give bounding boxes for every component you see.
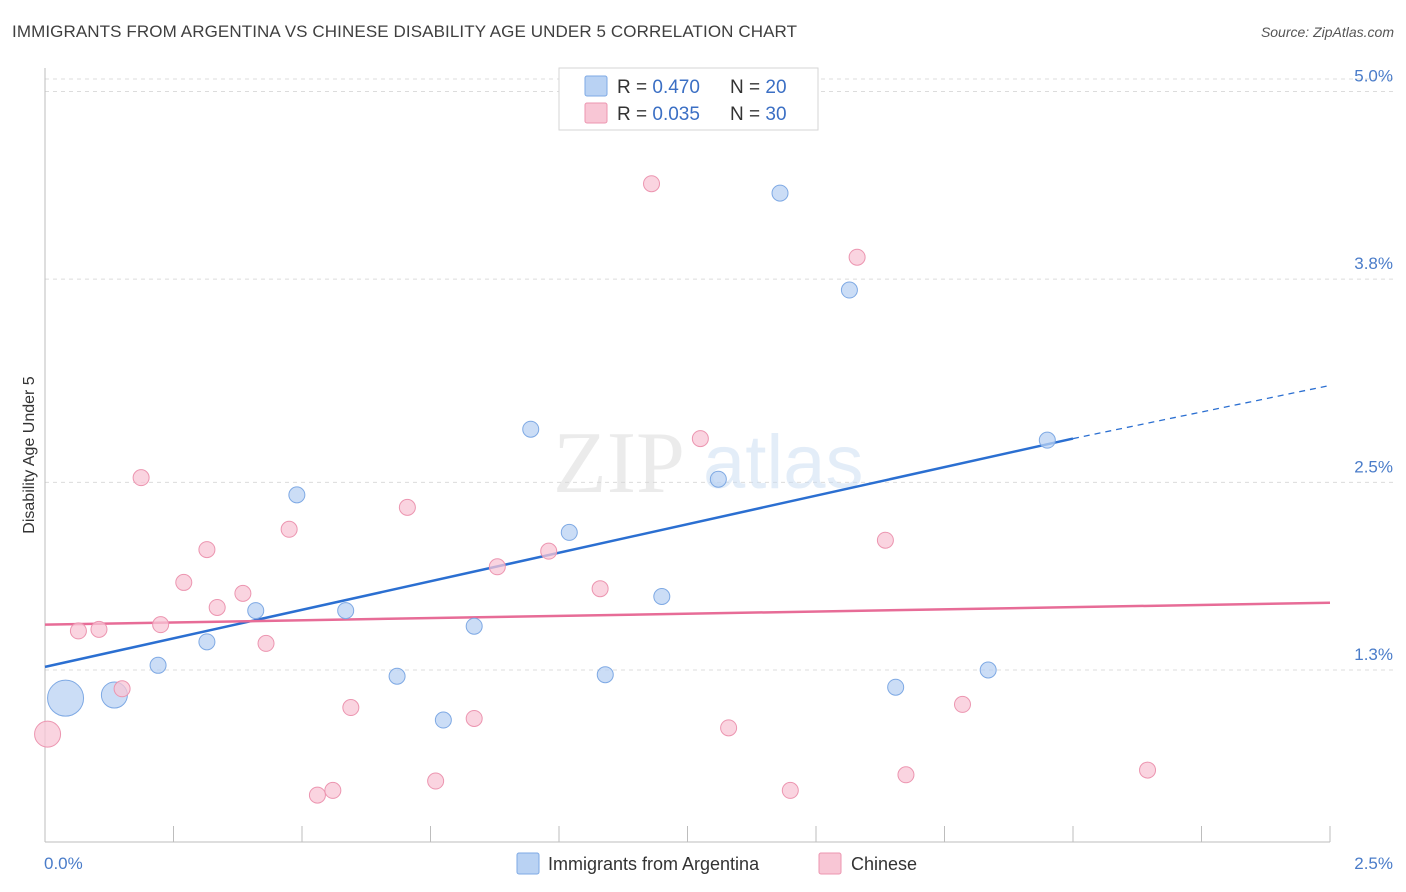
- legend-r-label-argentina: R =: [617, 77, 652, 98]
- point-chinese: [876, 531, 894, 549]
- point-argentina: [560, 523, 578, 541]
- series-legend-label-chinese[interactable]: Chinese: [851, 854, 917, 874]
- point-chinese: [234, 584, 252, 602]
- point-argentina: [596, 666, 614, 684]
- x-axis-ticks: [173, 826, 1331, 842]
- legend-n-label-argentina: N =: [730, 77, 765, 98]
- legend-swatch-argentina: [584, 75, 608, 97]
- trend-line-chinese: [44, 601, 1331, 626]
- point-argentina: [653, 588, 671, 606]
- point-argentina: [288, 486, 306, 504]
- y-axis-tick-labels: 1.3% 2.5% 3.8% 5.0%: [1354, 66, 1393, 664]
- point-argentina: [247, 602, 265, 620]
- watermark-atlas: atlas: [703, 420, 864, 505]
- point-argentina: [198, 633, 216, 651]
- legend-swatch-chinese: [584, 102, 608, 124]
- point-chinese: [152, 616, 170, 634]
- point-chinese: [953, 695, 971, 713]
- y-tick-label: 1.3%: [1354, 645, 1393, 664]
- data-points: [34, 175, 1157, 804]
- series-legend-label-argentina[interactable]: Immigrants from Argentina: [548, 854, 760, 874]
- point-chinese: [34, 720, 62, 748]
- point-chinese: [488, 558, 506, 576]
- point-chinese: [720, 719, 738, 737]
- point-argentina: [388, 667, 406, 685]
- point-argentina: [337, 602, 355, 620]
- source-credit: Source: ZipAtlas.com: [1260, 24, 1394, 40]
- legend-row-argentina: R = 0.470 N = 20: [617, 77, 787, 98]
- watermark: ZIP atlas: [553, 415, 864, 512]
- point-argentina: [465, 617, 483, 635]
- stats-legend: R = 0.470 N = 20 R = 0.035 N = 30: [558, 67, 819, 131]
- y-axis-title: Disability Age Under 5: [21, 376, 38, 534]
- point-argentina: [887, 678, 905, 696]
- legend-n-value-argentina: 20: [765, 77, 786, 98]
- chart-title: IMMIGRANTS FROM ARGENTINA VS CHINESE DIS…: [12, 22, 798, 41]
- point-chinese: [781, 781, 799, 799]
- point-chinese: [398, 498, 416, 516]
- point-argentina: [979, 661, 997, 679]
- y-tick-label: 5.0%: [1354, 66, 1393, 85]
- point-chinese: [308, 786, 326, 804]
- point-chinese: [540, 542, 558, 560]
- legend-r-label-chinese: R =: [617, 104, 652, 125]
- series-legend-swatch-argentina[interactable]: [516, 852, 540, 875]
- y-tick-label: 3.8%: [1354, 254, 1393, 273]
- legend-n-value-chinese: 30: [765, 104, 786, 125]
- point-chinese: [280, 520, 298, 538]
- point-argentina: [709, 470, 727, 488]
- trend-line-argentina: [44, 437, 1074, 669]
- point-argentina: [434, 711, 452, 729]
- point-chinese: [324, 781, 342, 799]
- legend-row-chinese: R = 0.035 N = 30: [617, 104, 787, 125]
- gridlines: [45, 78, 1393, 671]
- y-tick-label: 2.5%: [1354, 457, 1393, 476]
- trend-line-argentina-extension: [1072, 384, 1331, 440]
- point-chinese: [643, 175, 661, 193]
- point-chinese: [691, 430, 709, 448]
- legend-r-value-chinese: 0.035: [652, 104, 700, 125]
- point-chinese: [132, 469, 150, 487]
- series-legend-swatch-chinese[interactable]: [818, 852, 842, 875]
- point-argentina: [1038, 431, 1056, 449]
- series-legend: Immigrants from Argentina Chinese: [516, 852, 917, 875]
- point-chinese: [465, 709, 483, 727]
- point-chinese: [427, 772, 445, 790]
- point-chinese: [591, 580, 609, 598]
- x-tick-label-min: 0.0%: [44, 854, 83, 873]
- point-argentina: [840, 281, 858, 299]
- point-argentina: [47, 679, 85, 717]
- x-tick-label-max: 2.5%: [1354, 854, 1393, 873]
- point-chinese: [257, 634, 275, 652]
- point-argentina: [771, 184, 789, 202]
- point-chinese: [848, 248, 866, 266]
- point-chinese: [175, 573, 193, 591]
- point-chinese: [69, 622, 87, 640]
- point-argentina: [522, 420, 540, 438]
- legend-r-value-argentina: 0.470: [652, 77, 700, 98]
- point-chinese: [90, 620, 108, 638]
- point-argentina: [149, 656, 167, 674]
- point-chinese: [208, 598, 226, 616]
- trend-lines: [44, 384, 1331, 669]
- point-chinese: [342, 699, 360, 717]
- point-chinese: [198, 541, 216, 559]
- watermark-zip: ZIP: [553, 415, 685, 512]
- point-chinese: [113, 680, 131, 698]
- point-chinese: [897, 766, 915, 784]
- legend-n-label-chinese: N =: [730, 104, 765, 125]
- point-chinese: [1139, 761, 1157, 779]
